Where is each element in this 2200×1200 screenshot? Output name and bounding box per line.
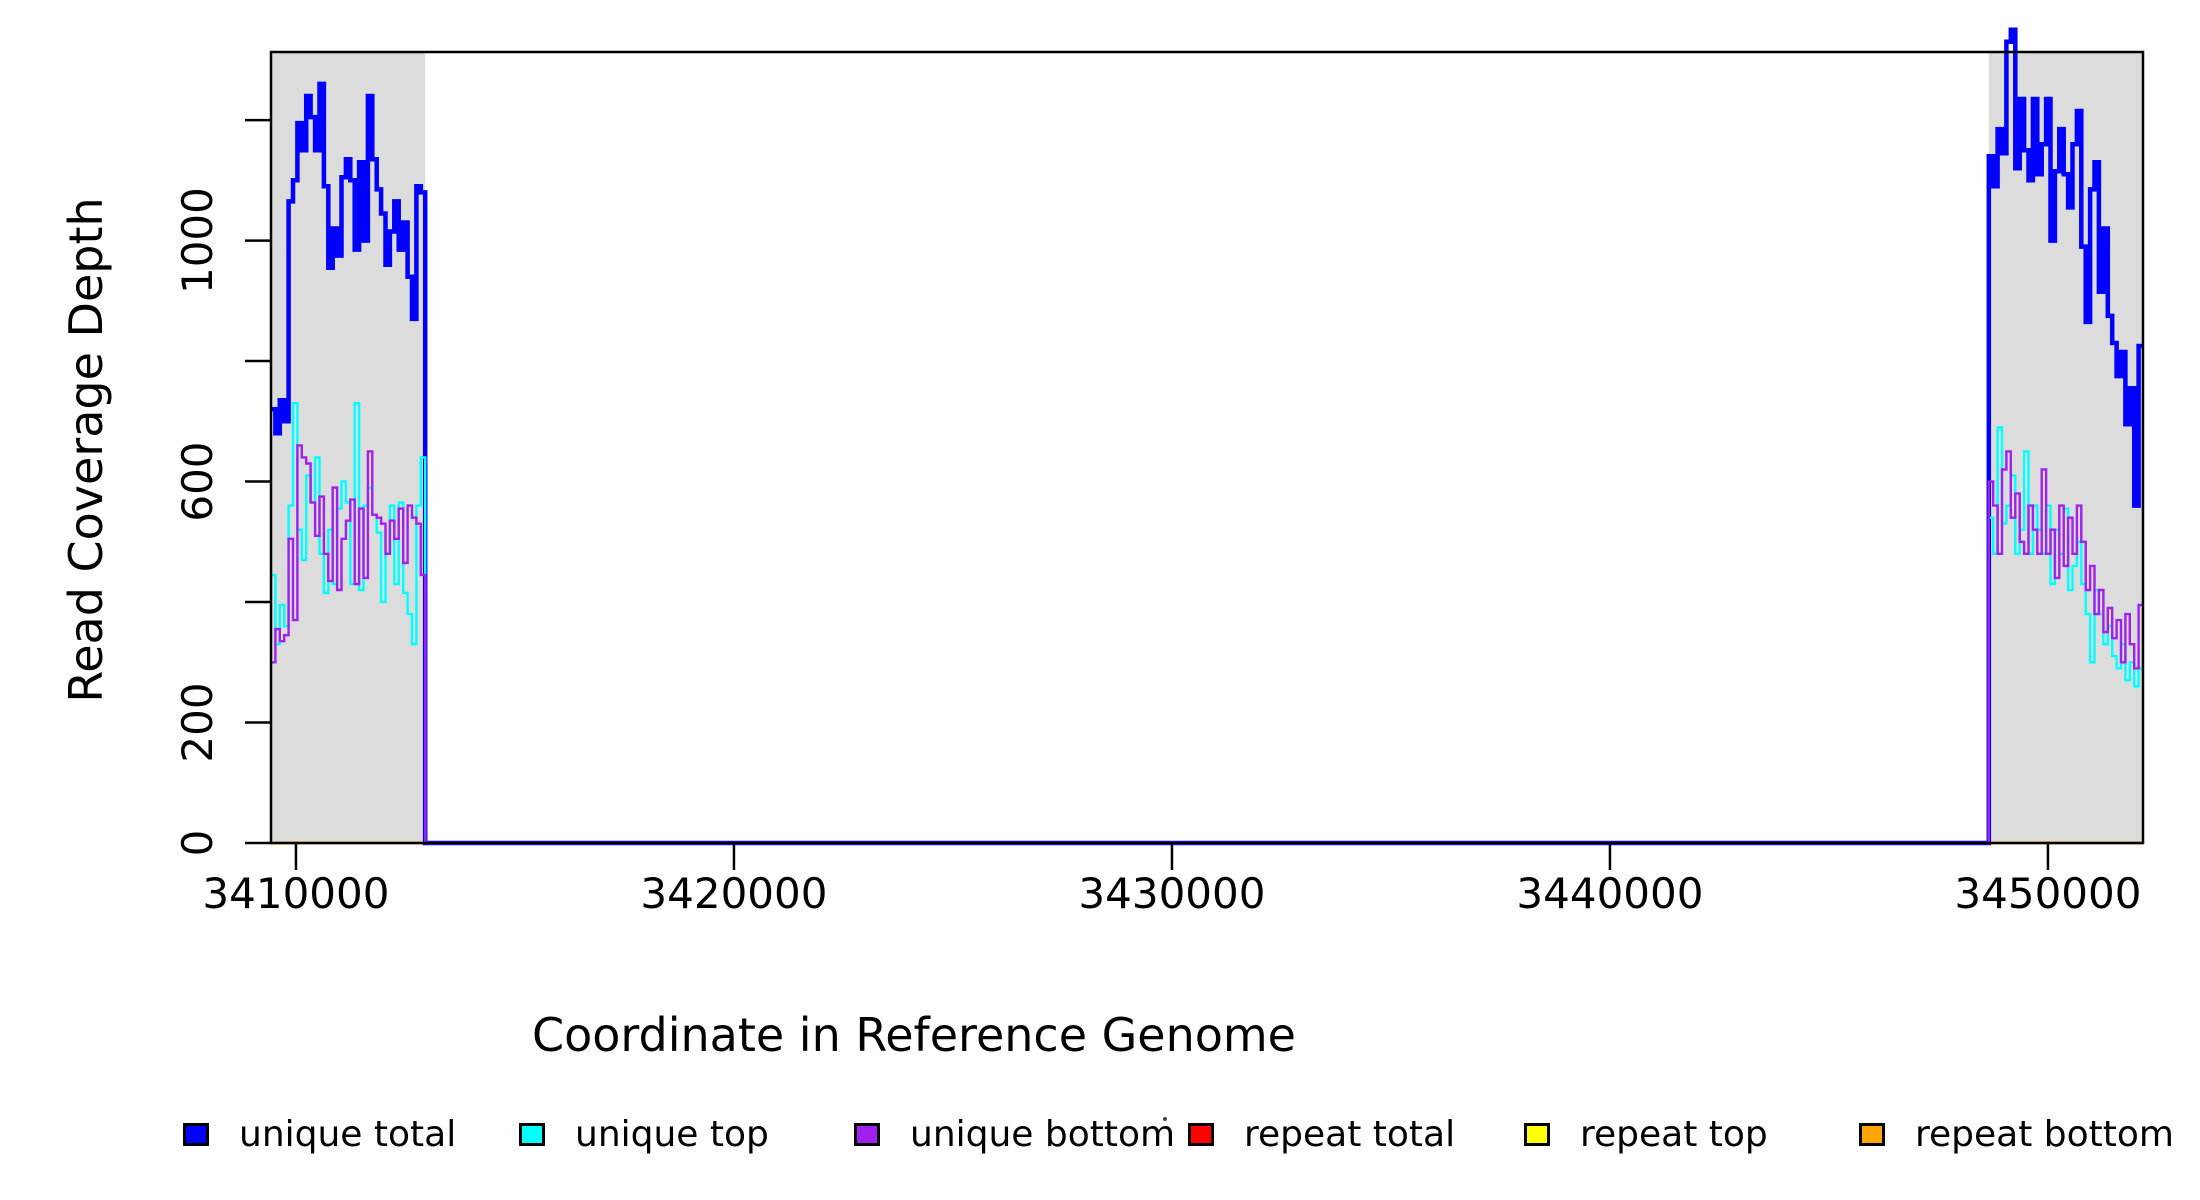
stray-dot-artifact [1163,1117,1167,1121]
y-tick-label: 600 [173,441,222,521]
y-tick-label: 0 [173,830,222,857]
legend-swatch-unique-total-icon [183,1122,209,1146]
series-unique-bottom [271,444,2143,845]
y-tick-label: 200 [173,682,222,762]
legend-item-repeat-top: repeat top [1524,1113,1768,1155]
legend-item-unique-top: unique top [519,1113,769,1155]
legend-label: unique total [239,1113,457,1155]
legend-label: repeat top [1580,1113,1768,1155]
legend-swatch-repeat-total-icon [1188,1122,1214,1146]
legend-item-unique-total: unique total [183,1113,457,1155]
y-tick-label: 1000 [173,187,222,294]
legend-item-unique-bottom: unique bottom [854,1113,1176,1155]
x-tick-label: 3420000 [640,869,827,918]
legend-label: repeat bottom [1915,1113,2174,1155]
x-axis-title-wrap: Coordinate in Reference Genome [0,1008,2121,1062]
series-unique-top [271,402,2143,845]
legend-label: unique bottom [910,1113,1176,1155]
legend-swatch-repeat-top-icon [1524,1122,1550,1146]
legend-swatch-repeat-bottom-icon [1859,1122,1885,1146]
x-tick-label: 3440000 [1516,869,1703,918]
legend-swatch-unique-top-icon [519,1122,545,1146]
x-tick-label: 3410000 [202,869,389,918]
legend-item-repeat-bottom: repeat bottom [1859,1113,2174,1155]
plot-border [269,50,2145,845]
series-unique-total [271,27,2143,846]
x-tick-label: 3430000 [1078,869,1265,918]
x-tick-label: 3450000 [1954,869,2141,918]
legend-label: repeat total [1244,1113,1456,1155]
y-axis-title: Read Coverage Depth [59,197,113,703]
x-axis-title: Coordinate in Reference Genome [532,1008,1296,1062]
legend-item-repeat-total: repeat total [1188,1113,1456,1155]
legend-swatch-unique-bottom-icon [854,1122,880,1146]
legend-label: unique top [575,1113,769,1155]
